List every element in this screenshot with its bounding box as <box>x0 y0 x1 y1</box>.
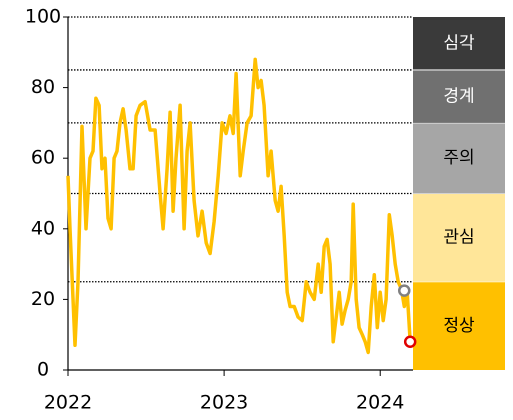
band-label: 정상 <box>443 316 475 336</box>
band-label: 주의 <box>443 148 474 168</box>
y-tick-label: 40 <box>31 217 55 239</box>
y-tick-label: 80 <box>31 76 55 98</box>
band <box>413 17 505 70</box>
band <box>413 70 505 123</box>
band-label: 관심 <box>443 228 474 248</box>
band <box>413 194 505 282</box>
y-tick-label: 60 <box>31 147 55 169</box>
y-tick-label: 0 <box>37 359 49 381</box>
band <box>413 123 505 194</box>
band <box>413 282 505 370</box>
x-tick-label: 2022 <box>44 392 92 414</box>
y-tick-label: 100 <box>25 6 61 28</box>
band-label: 심각 <box>443 33 475 53</box>
y-tick-label: 20 <box>31 288 55 310</box>
band-label: 경계 <box>443 86 474 106</box>
data-line <box>66 57 412 355</box>
x-tick-label: 2023 <box>200 392 248 414</box>
marker-point <box>403 335 417 349</box>
x-tick-label: 2024 <box>356 392 404 414</box>
marker-point <box>398 284 411 297</box>
